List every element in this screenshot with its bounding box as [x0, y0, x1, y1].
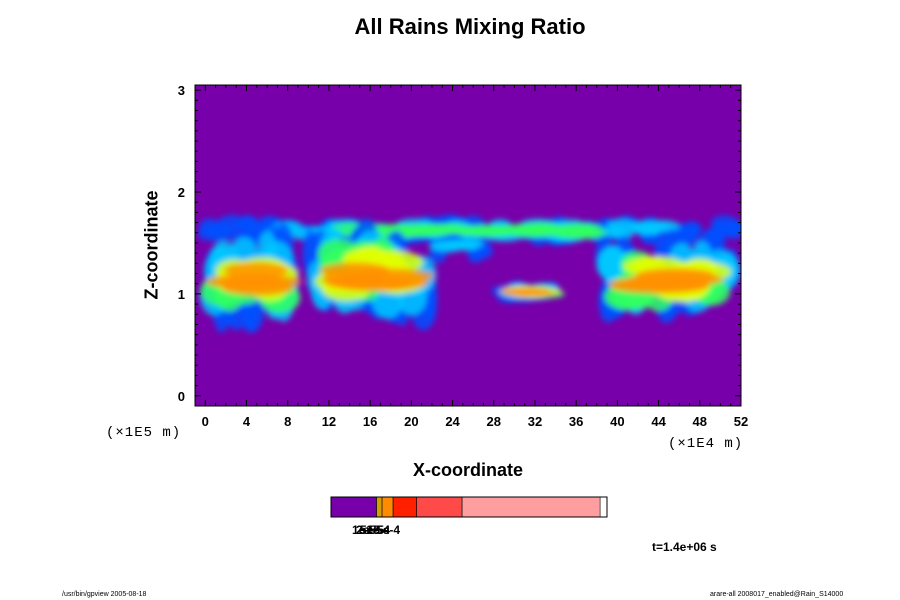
colorbar-segment — [461, 496, 601, 518]
cloud-blob — [211, 222, 231, 238]
cloud-field — [197, 214, 741, 333]
colorbar-frame — [330, 496, 608, 518]
cloud-blob — [224, 262, 289, 279]
cloud-blob — [610, 279, 709, 294]
footer-left: /usr/bin/gpview 2005-08-18 — [62, 591, 147, 598]
cloud-blob — [677, 230, 698, 246]
cloud-blob — [636, 268, 715, 283]
x-tick-label: 32 — [528, 414, 542, 429]
cloud-blob — [600, 245, 625, 280]
x-axis-label: X-coordinate — [412, 460, 523, 480]
cloud-blob — [238, 215, 258, 231]
x-tick-label: 24 — [445, 414, 460, 429]
cloud-blob — [442, 239, 477, 250]
y-tick-label: 0 — [178, 389, 185, 404]
x-tick-label: 16 — [363, 414, 377, 429]
cloud-blob — [559, 223, 602, 232]
cloud-blob — [428, 249, 447, 263]
cloud-blob — [519, 222, 559, 232]
x-tick-label: 52 — [734, 414, 748, 429]
cloud-blob — [338, 268, 434, 284]
x-tick-label: 12 — [322, 414, 336, 429]
colorbar-segment — [392, 496, 417, 518]
y-axis: 0 1 2 3 — [178, 83, 741, 404]
colorbar-segment — [381, 496, 394, 518]
x-axis: 0 4 8 12 16 20 24 28 32 36 40 44 48 52 — [202, 85, 748, 429]
colorbar-label: 5e-4 — [376, 523, 400, 537]
x-tick-label: 4 — [243, 414, 251, 429]
cloud-blob — [632, 220, 671, 233]
colorbar-label: 1e-5 — [352, 523, 376, 537]
y-tick-label: 1 — [178, 287, 185, 302]
plot-frame — [194, 84, 742, 407]
cloud-blob — [499, 289, 547, 296]
colorbar-label: 2e-5 — [356, 523, 380, 537]
colorbar-segment — [416, 496, 463, 518]
cloud-blob — [608, 226, 635, 239]
y-tick-label: 2 — [178, 185, 185, 200]
cloud-blob — [442, 226, 490, 236]
colorbar-segment — [330, 496, 377, 518]
colorbar-label: 1e-4 — [366, 523, 390, 537]
plot-area — [194, 84, 742, 407]
x-tick-label: 20 — [404, 414, 418, 429]
cloud-blob — [221, 274, 285, 291]
y-axis-unit: (×1E5 m) — [106, 425, 182, 441]
x-axis-unit: (×1E4 m) — [668, 436, 744, 452]
x-tick-label: 28 — [487, 414, 501, 429]
x-tick-label: 8 — [284, 414, 291, 429]
y-tick-label: 3 — [178, 83, 185, 98]
x-tick-label: 40 — [610, 414, 624, 429]
x-tick-label: 44 — [651, 414, 666, 429]
cloud-blob — [727, 220, 741, 236]
x-tick-label: 36 — [569, 414, 583, 429]
colorbar-segment — [376, 496, 383, 518]
colorbar: 1e-52e-55e-51e-45e-4 — [330, 496, 608, 537]
footer-right: arare-all 2008017_enabled@Rain_S14000 — [710, 591, 844, 598]
colorbar-label: 5e-5 — [360, 523, 384, 537]
y-axis-label: Z-coordinate — [141, 190, 162, 300]
cloud-blob — [553, 230, 600, 239]
x-tick-label: 0 — [202, 414, 209, 429]
x-tick-label: 48 — [693, 414, 707, 429]
chart-title: All Rains Mixing Ratio — [354, 14, 586, 39]
time-label: t=1.4e+06 s — [652, 540, 717, 554]
